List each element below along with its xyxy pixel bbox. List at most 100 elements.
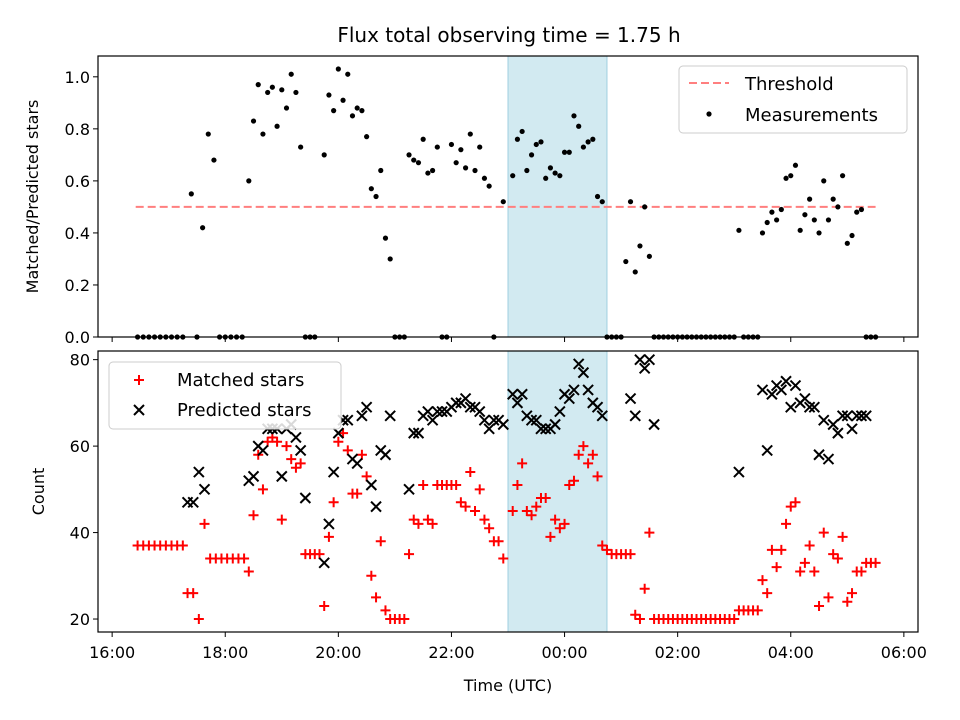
x-tick-label: 20:00 (315, 643, 361, 662)
matched-point (342, 445, 353, 456)
predicted-point (841, 410, 854, 422)
measurement-point (561, 149, 568, 155)
predicted-point (638, 362, 651, 374)
measurement-point (590, 136, 596, 142)
matched-point (766, 544, 777, 555)
matched-point (272, 436, 283, 447)
y-tick-label: 20 (70, 610, 90, 629)
matched-point (193, 614, 204, 625)
matched-point (479, 514, 490, 525)
bottom-plot-frame (97, 350, 919, 633)
matched-point (512, 480, 523, 491)
measurement-point (528, 152, 535, 158)
matched-point (729, 614, 740, 625)
measurement-point (821, 178, 827, 184)
predicted-point (525, 414, 538, 426)
measurement-point (849, 232, 855, 239)
top-legend: Threshold Measurements (678, 65, 908, 134)
matched-point (427, 518, 438, 529)
measurement-point (623, 258, 629, 265)
measurement-point (816, 230, 822, 236)
measurement-point (807, 196, 813, 202)
measurement-point (335, 66, 341, 72)
measurement-point (472, 167, 478, 174)
matched-point (804, 540, 815, 551)
predicted-point (276, 470, 288, 483)
measurement-point (844, 240, 850, 246)
matched-point (823, 592, 834, 603)
predicted-point (365, 479, 378, 491)
measurement-point (736, 227, 742, 233)
measurement-point (378, 167, 384, 174)
measurement-point (200, 225, 206, 231)
measurement-point (830, 196, 836, 202)
predicted-point (822, 453, 835, 465)
predicted-point (370, 500, 382, 513)
measurement-point (364, 134, 370, 140)
measurement-point (778, 206, 784, 213)
predicted-point (568, 384, 580, 396)
measurement-point (354, 105, 360, 111)
x-tick-label: 02:00 (655, 643, 701, 662)
matched-point (870, 557, 881, 568)
predicted-point (803, 401, 816, 413)
matched-point (771, 562, 782, 573)
measurement-point (566, 149, 572, 155)
matched-point (199, 518, 210, 529)
measurement-point (467, 131, 473, 137)
predicted-point (342, 414, 354, 426)
measurement-point (764, 219, 770, 226)
measurement-point (585, 139, 591, 145)
predicted-point (193, 466, 205, 478)
matched-point (550, 514, 561, 525)
measurement-point (368, 186, 374, 192)
predicted-point (629, 410, 641, 422)
measurement-point (774, 217, 780, 223)
legend-threshold-label: Threshold (744, 74, 834, 95)
measurement-point (293, 89, 299, 96)
predicted-point (855, 410, 868, 422)
measurement-point (387, 256, 393, 262)
legend-predicted-swatch (133, 404, 145, 416)
measurement-point (415, 160, 422, 166)
y-tick-label: 0.8 (65, 120, 90, 139)
bottom-legend: Matched stars Predicted stars (108, 361, 342, 430)
measurement-point (448, 141, 455, 148)
measurement-point (420, 136, 426, 142)
predicted-point (488, 414, 500, 426)
measurement-point (331, 108, 337, 114)
measurement-point (298, 144, 304, 150)
y-tick-label: 0.4 (65, 224, 90, 243)
measurement-point (340, 97, 346, 103)
predicted-point (785, 401, 797, 413)
predicted-point (554, 405, 566, 418)
matched-point (818, 527, 829, 538)
predicted-point (818, 414, 830, 426)
matched-point (795, 566, 806, 577)
measurement-point (429, 167, 436, 174)
measurement-point (642, 204, 648, 210)
predicted-point (299, 492, 312, 504)
predicted-point (384, 410, 396, 422)
predicted-point (408, 427, 420, 439)
predicted-point (577, 366, 590, 379)
measurement-point (552, 170, 558, 176)
matched-point (578, 441, 589, 452)
measurement-point (434, 144, 440, 150)
predicted-point (643, 353, 656, 366)
predicted-point (591, 401, 604, 413)
measurement-point (288, 71, 294, 77)
matched-point (837, 531, 848, 542)
measurement-point (411, 157, 417, 163)
matched-point (559, 518, 570, 529)
measurement-point (783, 175, 789, 181)
matched-point (507, 505, 518, 516)
bottom-panel: 20 40 60 80 16:00 18:00 20:00 22:00 00:00 02:00 04… (29, 350, 927, 695)
matched-point (248, 510, 259, 521)
measurement-point (576, 123, 582, 129)
measurement-point (825, 217, 832, 223)
matched-point (239, 553, 250, 564)
predicted-point (294, 444, 307, 457)
measurement-point (481, 175, 488, 181)
measurement-point (854, 209, 860, 215)
